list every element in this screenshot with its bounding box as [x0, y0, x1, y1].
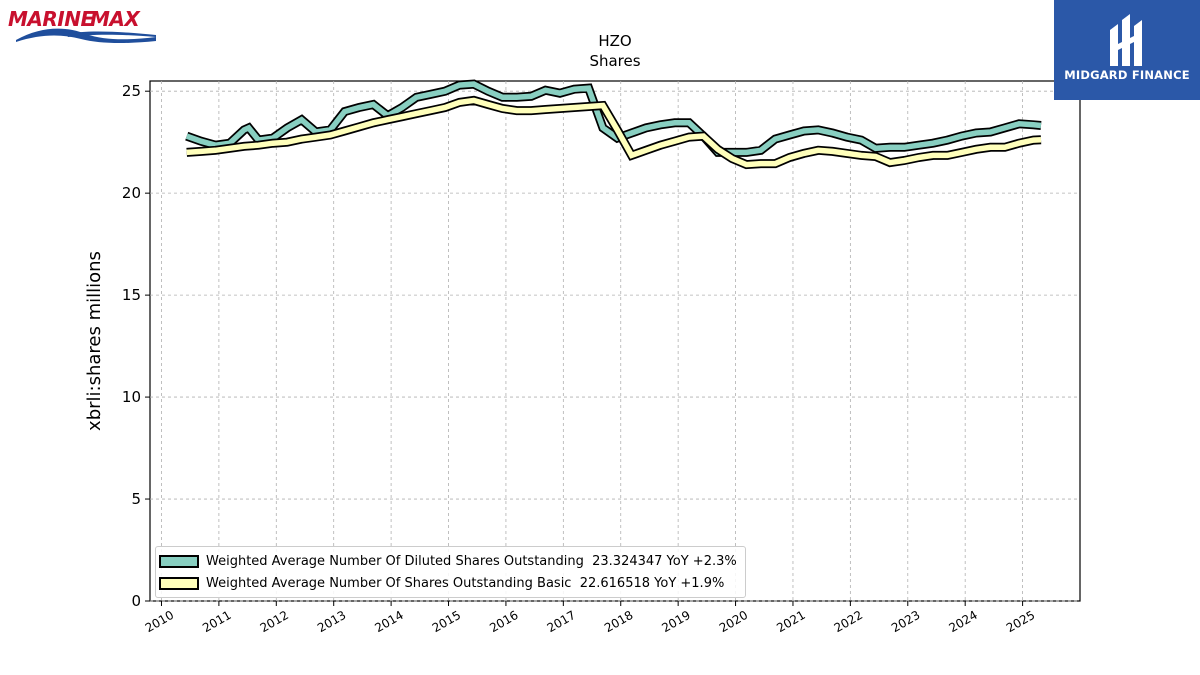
y-tick-label: 5 — [131, 490, 141, 508]
midgard-finance-logo: MIDGARD FINANCE — [1054, 0, 1200, 100]
series-line-1 — [186, 97, 1042, 168]
x-tick-label: 2014 — [372, 608, 405, 635]
midgard-mark-icon — [1110, 14, 1142, 66]
legend-label-basic: Weighted Average Number Of Shares Outsta… — [206, 575, 725, 591]
svg-text:MARINE: MARINE — [8, 7, 94, 31]
y-tick-label: 25 — [122, 82, 141, 100]
x-tick-label: 2017 — [545, 608, 578, 635]
series-line-0 — [185, 81, 1042, 156]
legend-label-diluted: Weighted Average Number Of Diluted Share… — [206, 553, 737, 569]
x-tick-label: 2023 — [889, 608, 922, 635]
legend-item-diluted: Weighted Average Number Of Diluted Share… — [159, 550, 737, 572]
x-tick-label: 2016 — [487, 608, 520, 635]
y-tick-label: 15 — [122, 286, 141, 304]
x-tick-label: 2021 — [774, 608, 807, 635]
x-tick-label: 2022 — [832, 608, 865, 635]
legend-swatch-diluted — [159, 554, 199, 568]
y-axis-label: xbrli:shares millions — [84, 251, 105, 431]
x-tick-label: 2024 — [946, 608, 979, 635]
legend-item-basic: Weighted Average Number Of Shares Outsta… — [159, 572, 737, 594]
y-tick-label: 10 — [122, 388, 141, 406]
marinemax-logo: MARINE MAX — [6, 4, 166, 46]
partner-name: MIDGARD FINANCE — [1064, 68, 1190, 82]
grid-lines — [150, 81, 1080, 602]
x-tick-label: 2015 — [430, 608, 463, 635]
y-tick-label: 20 — [122, 184, 141, 202]
x-tick-label: 2013 — [315, 608, 348, 635]
x-tick-label: 2025 — [1004, 608, 1037, 635]
x-tick-label: 2011 — [200, 608, 233, 635]
x-tick-label: 2020 — [717, 608, 750, 635]
legend-swatch-basic — [159, 576, 199, 590]
chart-subtitle: Shares — [589, 52, 641, 70]
y-tick-label: 0 — [131, 592, 141, 610]
chart-title: HZO — [598, 32, 632, 50]
x-tick-label: 2018 — [602, 608, 635, 635]
x-tick-label: 2010 — [143, 608, 176, 635]
x-tick-label: 2012 — [258, 608, 291, 635]
x-tick-label: 2019 — [659, 608, 692, 635]
series-lines — [185, 79, 1042, 170]
chart-legend: Weighted Average Number Of Diluted Share… — [155, 546, 746, 598]
svg-text:MAX: MAX — [90, 7, 141, 31]
